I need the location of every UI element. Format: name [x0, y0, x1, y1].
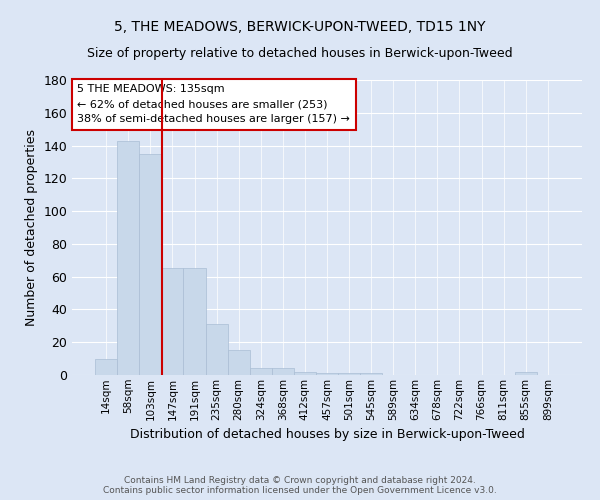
Bar — [294, 372, 316, 375]
Bar — [227, 350, 250, 375]
Text: Contains HM Land Registry data © Crown copyright and database right 2024.
Contai: Contains HM Land Registry data © Crown c… — [103, 476, 497, 495]
Bar — [316, 374, 338, 375]
X-axis label: Distribution of detached houses by size in Berwick-upon-Tweed: Distribution of detached houses by size … — [130, 428, 524, 441]
Bar — [117, 140, 139, 375]
Text: 5, THE MEADOWS, BERWICK-UPON-TWEED, TD15 1NY: 5, THE MEADOWS, BERWICK-UPON-TWEED, TD15… — [114, 20, 486, 34]
Bar — [338, 374, 360, 375]
Bar — [161, 268, 184, 375]
Bar — [360, 374, 382, 375]
Bar — [515, 372, 537, 375]
Bar — [95, 358, 117, 375]
Y-axis label: Number of detached properties: Number of detached properties — [25, 129, 38, 326]
Bar — [184, 268, 206, 375]
Bar — [250, 368, 272, 375]
Bar — [272, 368, 294, 375]
Text: Size of property relative to detached houses in Berwick-upon-Tweed: Size of property relative to detached ho… — [87, 48, 513, 60]
Bar — [139, 154, 161, 375]
Text: 5 THE MEADOWS: 135sqm
← 62% of detached houses are smaller (253)
38% of semi-det: 5 THE MEADOWS: 135sqm ← 62% of detached … — [77, 84, 350, 124]
Bar — [206, 324, 227, 375]
